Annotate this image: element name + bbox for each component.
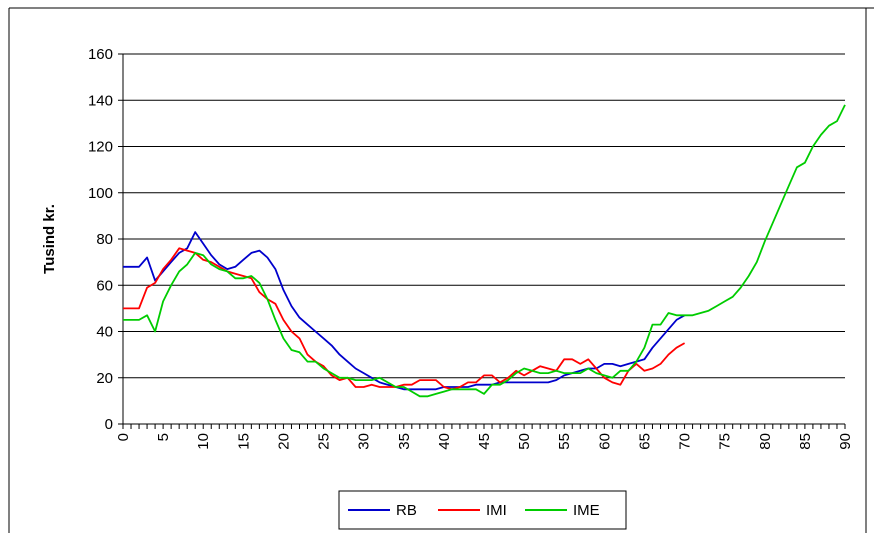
y-tick-label: 140 (88, 92, 113, 109)
x-tick-label: 55 (556, 433, 573, 450)
series-line-imi (123, 247, 686, 391)
y-tick-label: 40 (96, 324, 113, 341)
y-tick-label: 160 (88, 46, 113, 63)
x-tick-label: 80 (757, 433, 774, 450)
x-tick-label: 60 (596, 433, 613, 450)
x-tick-label: 70 (677, 433, 694, 450)
legend-label-ime: IME (573, 502, 600, 519)
y-tick-label: 80 (96, 231, 113, 248)
y-tick-label: 20 (96, 370, 113, 387)
tick-labels-layer: 0 20 40 60 80 100 120 140 160 0 5 10 15 20 25 30 35 40 45 5… (88, 46, 854, 450)
legend-label-rb: RB (396, 502, 417, 519)
y-tick-label: 0 (105, 416, 113, 433)
y-tick-label: 100 (88, 185, 113, 202)
x-tick-label: 45 (476, 433, 493, 450)
x-tick-label: 40 (436, 433, 453, 450)
x-tick-label: 20 (275, 433, 292, 450)
legend-label-imi: IMI (486, 502, 507, 519)
x-tick-label: 85 (797, 433, 814, 450)
x-tick-label: 75 (717, 433, 734, 450)
y-tick-label: 60 (96, 277, 113, 294)
x-tick-label: 65 (636, 433, 653, 450)
y-axis-title: Tusind kr. (41, 204, 58, 274)
x-tick-label: 5 (155, 433, 172, 441)
x-tick-label: 25 (316, 433, 333, 450)
x-tick-label: 50 (516, 433, 533, 450)
axes-layer (118, 53, 846, 429)
x-tick-label: 10 (195, 433, 212, 450)
legend: RB IMI IME (338, 490, 627, 530)
x-tick-label: 0 (115, 433, 132, 441)
grid-layer (123, 53, 845, 379)
y-tick-label: 120 (88, 139, 113, 156)
x-tick-label: 90 (837, 433, 854, 450)
series-line-rb (123, 231, 686, 391)
x-tick-label: 15 (235, 433, 252, 450)
x-tick-label: 30 (356, 433, 373, 450)
series-layer (123, 104, 846, 398)
series-line-ime (123, 104, 846, 398)
x-tick-label: 35 (396, 433, 413, 450)
